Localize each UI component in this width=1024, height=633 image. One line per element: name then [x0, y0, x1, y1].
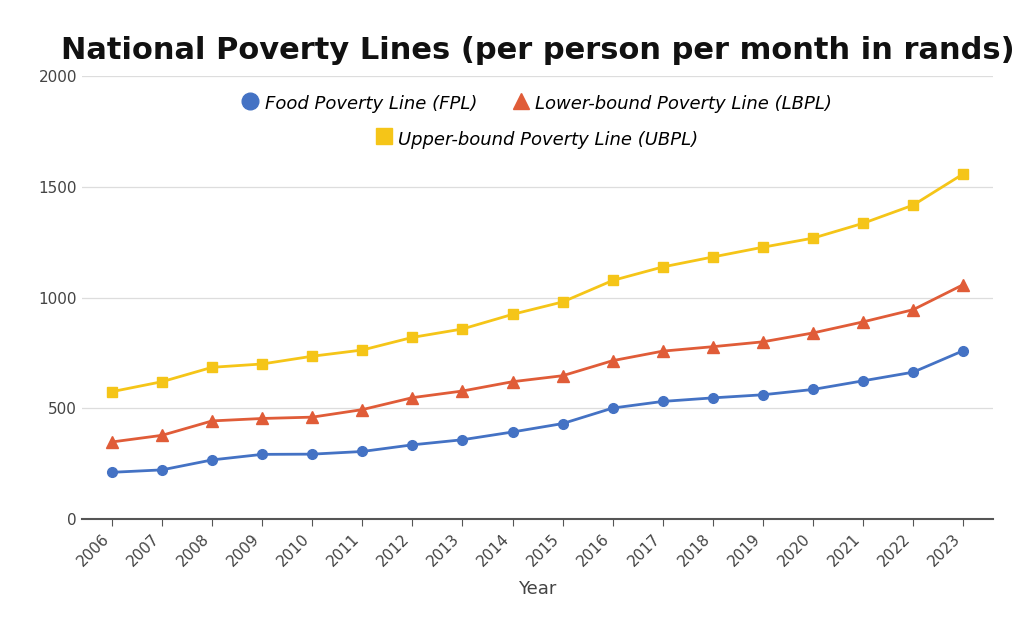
Title: National Poverty Lines (per person per month in rands): National Poverty Lines (per person per m… — [60, 36, 1015, 65]
X-axis label: Year: Year — [518, 580, 557, 598]
Legend: Upper-bound Poverty Line (UBPL): Upper-bound Poverty Line (UBPL) — [370, 120, 706, 157]
